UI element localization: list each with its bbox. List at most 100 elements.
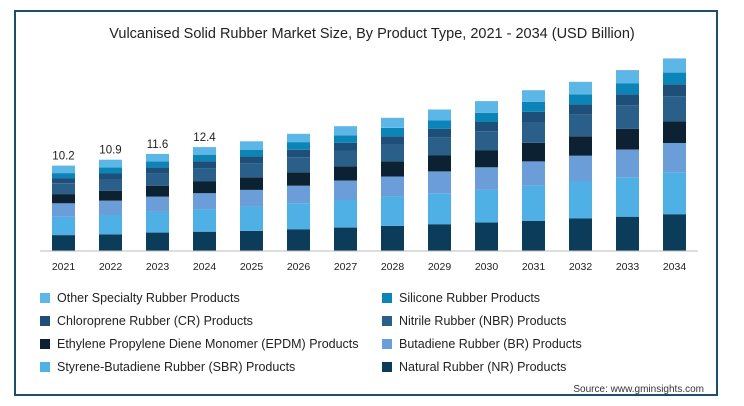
legend-item: Natural Rubber (NR) Products xyxy=(382,359,566,375)
bar-segment xyxy=(52,178,75,184)
bar-segment xyxy=(334,143,357,151)
legend-label: Other Specialty Rubber Products xyxy=(57,291,240,305)
bar-segment xyxy=(287,172,310,186)
bar-segment xyxy=(287,185,310,204)
bar-segment xyxy=(146,185,169,197)
bar-segment xyxy=(52,216,75,236)
bar-segment xyxy=(381,144,404,162)
bar-segment xyxy=(569,218,592,251)
legend-swatch xyxy=(40,293,50,303)
bar-segment xyxy=(287,142,310,150)
legend-swatch xyxy=(40,339,50,349)
x-tick-label: 2023 xyxy=(146,261,170,273)
legend-label: Nitrile Rubber (NBR) Products xyxy=(399,314,567,328)
bar-segment xyxy=(287,203,310,230)
bar-segment xyxy=(569,181,592,219)
bar-segment xyxy=(52,203,75,217)
x-tick-label: 2032 xyxy=(569,261,593,273)
x-tick-label: 2034 xyxy=(663,261,687,273)
bar-segment xyxy=(663,172,686,215)
bar-segment xyxy=(240,141,263,150)
bar-segment xyxy=(381,161,404,177)
bar-segment xyxy=(475,189,498,223)
total-labels: 10.2 10.9 11.6 12.4 xyxy=(52,132,216,163)
bar-segment xyxy=(99,179,122,191)
bar-segment xyxy=(475,112,498,122)
bar-segment xyxy=(146,167,169,174)
bar-group xyxy=(52,58,686,252)
bar-segment xyxy=(381,136,404,145)
bar-segment xyxy=(428,128,451,138)
legend-label: Styrene-Butadiene Rubber (SBR) Products xyxy=(57,360,296,374)
bar-segment xyxy=(99,159,122,168)
bar-segment xyxy=(381,225,404,251)
bar-segment xyxy=(193,231,216,251)
bar-segment xyxy=(616,105,639,129)
bar-segment xyxy=(616,70,639,84)
bar-segment xyxy=(428,120,451,129)
bar-segment xyxy=(569,136,592,156)
bar-segment xyxy=(616,216,639,251)
bar-segment xyxy=(334,180,357,200)
bar-segment xyxy=(52,194,75,204)
bar-segment xyxy=(240,156,263,164)
bar-segment xyxy=(663,96,686,122)
bar-segment xyxy=(663,58,686,73)
legend-label: Chloroprene Rubber (CR) Products xyxy=(57,314,253,328)
x-tick-labels: 2021 2022 2023 2024 2025 2026 2027 2028 2029 2030… xyxy=(52,261,687,273)
bar-segment xyxy=(616,83,639,95)
x-tick-label: 2029 xyxy=(428,261,452,273)
legend-item: Styrene-Butadiene Rubber (SBR) Products xyxy=(40,359,295,375)
bar-segment xyxy=(193,154,216,162)
legend-item: Chloroprene Rubber (CR) Products xyxy=(40,313,253,329)
total-value-label: 10.2 xyxy=(52,151,74,163)
bar-segment xyxy=(475,122,498,132)
total-value-label: 12.4 xyxy=(193,132,216,144)
bar-segment xyxy=(193,147,216,155)
legend-swatch xyxy=(382,293,392,303)
bar-segment xyxy=(99,200,122,215)
x-tick-label: 2031 xyxy=(522,261,546,273)
bar-segment xyxy=(663,72,686,85)
bar-segment xyxy=(616,149,639,178)
x-tick-label: 2025 xyxy=(240,261,264,273)
bar-segment xyxy=(193,168,216,182)
bar-segment xyxy=(522,101,545,112)
bar-segment xyxy=(146,161,169,168)
bar-segment xyxy=(475,167,498,190)
legend-swatch xyxy=(382,316,392,326)
bar-segment xyxy=(569,155,592,182)
legend-swatch xyxy=(40,362,50,372)
bar-segment xyxy=(99,173,122,179)
bar-segment xyxy=(428,155,451,172)
bar-segment xyxy=(193,161,216,169)
legend-item: Nitrile Rubber (NBR) Products xyxy=(382,313,566,329)
bar-segment xyxy=(287,229,310,251)
bar-segment xyxy=(663,84,686,96)
x-tick-label: 2022 xyxy=(99,261,123,273)
x-tick-label: 2033 xyxy=(616,261,640,273)
bar-segment xyxy=(146,196,169,212)
bar-segment xyxy=(240,189,263,207)
bar-segment xyxy=(287,157,310,173)
bar-segment xyxy=(428,224,451,251)
bar-segment xyxy=(99,215,122,235)
chart-title: Vulcanised Solid Rubber Market Size, By … xyxy=(109,26,635,42)
bar-segment xyxy=(52,165,75,174)
bar-segment xyxy=(240,230,263,251)
bar-segment xyxy=(569,114,592,137)
legend-label: Butadiene Rubber (BR) Products xyxy=(399,337,582,351)
chart-frame xyxy=(14,10,718,396)
legend-label: Natural Rubber (NR) Products xyxy=(399,360,567,374)
bar-segment xyxy=(522,220,545,251)
legend-swatch xyxy=(40,316,50,326)
legend-item: Butadiene Rubber (BR) Products xyxy=(382,336,582,352)
legend-swatch xyxy=(382,339,392,349)
total-value-label: 11.6 xyxy=(147,139,169,151)
x-tick-label: 2027 xyxy=(334,261,358,273)
bar-segment xyxy=(663,214,686,252)
bar-segment xyxy=(428,171,451,194)
bar-segment xyxy=(616,94,639,106)
bar-segment xyxy=(99,167,122,174)
